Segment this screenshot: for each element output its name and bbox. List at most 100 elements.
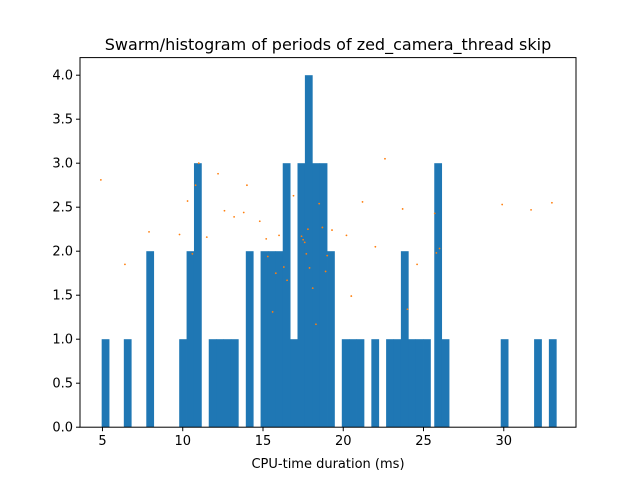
swarm-point-39 [374,245,377,248]
histogram-bar-1 [123,339,132,428]
histogram-bar-13 [275,251,284,428]
swarm-point-27 [307,228,309,231]
swarm-point-40 [384,157,386,160]
histogram-bar-7 [216,339,224,428]
histogram-bar-15 [290,339,298,428]
y-tick-label-2: 1.0 [52,333,73,348]
histogram-bar-22 [349,339,357,428]
histogram-bar-29 [415,339,424,428]
swarm-point-29 [311,287,314,290]
histogram-bar-27 [400,251,409,428]
histogram-bar-33 [500,339,509,428]
x-axis: 5 10 15 20 25 30 [98,427,512,449]
swarm-point-16 [266,255,269,258]
swarm-point-20 [282,266,285,268]
y-tick-label-1: 0.5 [52,377,73,392]
histogram-bar-31 [434,163,443,428]
plot-frame [79,57,577,428]
x-tick-label-5: 30 [495,434,512,449]
swarm-point-44 [433,212,436,215]
y-tick-label-7: 3.5 [52,113,73,128]
swarm-point-0 [99,179,102,181]
x-tick-label-0: 5 [98,434,106,449]
histogram-bar-20 [327,251,335,428]
swarm-point-11 [233,215,236,218]
swarm-point-6 [194,184,197,187]
y-tick-label-5: 2.5 [52,201,73,216]
swarm-point-3 [178,233,181,236]
x-tick-label-2: 15 [255,434,272,449]
swarm-point-21 [286,279,288,282]
histogram-bar-17 [304,75,313,428]
swarm-point-34 [326,254,329,257]
histogram-bar-35 [548,339,557,428]
histogram-bar-18 [312,163,321,428]
swarm-point-48 [530,208,532,211]
histogram-bar-16 [297,163,306,428]
swarm-point-33 [324,270,327,273]
histogram-bar-12 [267,251,276,428]
x-axis-title: CPU-time duration (ms) [251,457,404,472]
histogram-bar-3 [179,339,187,428]
histogram-bar-5 [193,163,202,428]
swarm-point-43 [416,263,418,266]
swarm-point-32 [321,226,324,229]
swarm-point-35 [331,229,333,231]
histogram-bar-28 [408,339,417,428]
swarm-point-19 [278,234,280,237]
x-tick-label-3: 20 [335,434,352,449]
chart-title: Swarm/histogram of periods of zed_camera… [105,35,551,55]
swarm-point-38 [361,201,364,203]
histogram-bar-19 [319,163,328,428]
bars-layer [101,75,557,428]
swarm-point-42 [406,308,409,311]
swarm-point-25 [303,241,306,244]
x-tick-label-1: 10 [174,434,191,449]
swarm-point-17 [271,311,274,313]
histogram-bar-25 [386,339,394,428]
swarm-point-36 [345,234,348,237]
swarm-point-28 [308,267,311,269]
swarm-point-12 [242,211,245,214]
swarm-point-14 [258,220,261,223]
histogram-bar-32 [441,339,450,428]
swarm-point-41 [401,208,404,210]
swarm-point-47 [501,203,504,206]
swarm-point-23 [300,235,303,238]
swarm-point-46 [438,247,441,250]
histogram-bar-10 [245,251,254,428]
swarm-point-37 [350,295,353,297]
swarm-point-45 [435,252,438,254]
y-axis: 0.0 0.5 1.0 1.5 2.0 2.5 3.0 3.5 4.0 [52,69,80,436]
histogram-bar-30 [423,339,431,428]
y-tick-label-6: 3.0 [52,157,73,172]
y-tick-label-8: 4.0 [52,69,73,84]
swarm-point-2 [148,230,150,233]
swarm-point-7 [197,162,200,165]
swarm-point-30 [315,323,317,326]
swarm-point-15 [265,237,268,240]
histogram-bar-11 [260,251,269,428]
histogram-bar-2 [146,251,155,428]
swarm-point-4 [186,200,189,202]
x-tick-label-4: 25 [415,434,432,449]
histogram-bar-23 [356,339,365,428]
histogram-bar-21 [341,339,350,428]
y-tick-label-3: 1.5 [52,289,73,304]
histogram-bar-6 [208,339,217,428]
swarm-point-5 [191,252,194,255]
y-tick-label-4: 2.0 [52,245,73,260]
swarm-point-1 [124,263,126,266]
histogram-bar-8 [223,339,232,428]
swarm-point-26 [305,252,308,255]
swarm-point-31 [318,202,321,205]
points-layer [99,157,553,326]
histogram-bar-26 [393,339,402,428]
swarm-point-10 [223,209,226,212]
histogram-bar-9 [230,339,239,428]
swarm-point-24 [302,238,305,241]
histogram-bar-34 [534,339,542,428]
y-tick-label-0: 0.0 [52,421,73,436]
histogram-bar-14 [282,163,291,428]
